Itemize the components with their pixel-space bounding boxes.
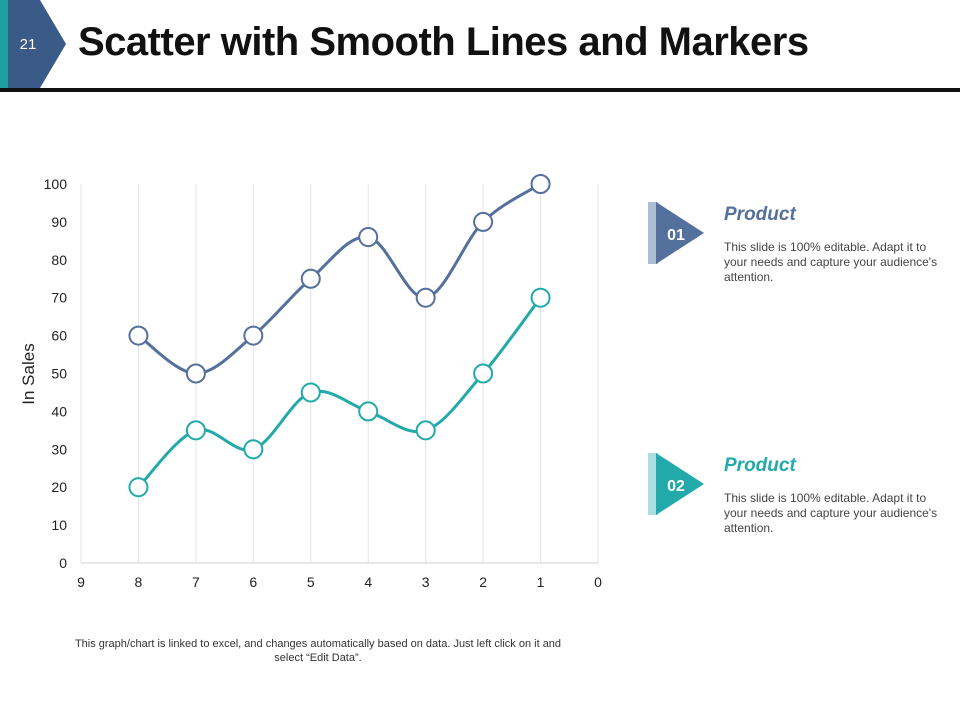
product-number-2: 02 <box>667 478 685 495</box>
product-description-2: This slide is 100% editable. Adapt it to… <box>724 491 938 535</box>
product-item-2: 02 Product This slide is 100% editable. … <box>648 451 948 571</box>
badge-shadow-2 <box>648 453 658 515</box>
series-1-point <box>185 363 206 384</box>
series-2-point <box>358 401 379 422</box>
x-tick-label: 4 <box>364 574 372 590</box>
product-name-2: Product <box>724 455 796 476</box>
x-tick-label: 2 <box>479 574 487 590</box>
slide-number-arrow <box>8 0 66 88</box>
x-tick-label: 7 <box>192 574 200 590</box>
series-2-point <box>243 439 264 460</box>
y-tick-label: 50 <box>51 366 67 382</box>
slide-number-shape: 21 <box>0 0 66 88</box>
product-number-1: 01 <box>667 227 685 244</box>
slide-number-badge: 21 <box>0 0 70 88</box>
series-2-point <box>185 420 206 441</box>
y-tick-label: 80 <box>51 252 67 268</box>
y-tick-label: 40 <box>51 403 67 419</box>
series-1-point <box>530 174 551 194</box>
product-name-1: Product <box>724 204 796 225</box>
series-line-2 <box>137 296 542 489</box>
y-tick-label: 100 <box>44 176 68 192</box>
y-tick-label: 70 <box>51 290 67 306</box>
series-2-point <box>415 420 436 441</box>
y-tick-label: 30 <box>51 441 67 457</box>
x-tick-label: 8 <box>135 574 143 590</box>
series-1-point <box>128 325 149 346</box>
series-1-point <box>473 211 494 232</box>
badge-arrow-2 <box>656 453 704 515</box>
series-1-point <box>243 325 264 346</box>
y-tick-label: 90 <box>51 214 67 230</box>
y-axis-label: In Sales <box>19 343 38 404</box>
series-1-point <box>300 268 321 289</box>
x-tick-label: 6 <box>249 574 257 590</box>
series-1-point <box>415 287 436 308</box>
product-badge-1: 01 <box>648 202 704 264</box>
page-title: Scatter with Smooth Lines and Markers <box>78 20 809 64</box>
chart-grid <box>80 184 599 564</box>
series-2-point <box>473 363 494 384</box>
x-tick-label: 9 <box>77 574 85 590</box>
badge-shadow-1 <box>648 202 658 264</box>
title-divider <box>0 88 960 92</box>
x-tick-label: 0 <box>594 574 602 590</box>
series-2-point <box>128 477 149 498</box>
product-item-1: 01 Product This slide is 100% editable. … <box>648 200 948 320</box>
x-tick-label: 1 <box>537 574 545 590</box>
product-description-1: This slide is 100% editable. Adapt it to… <box>724 240 938 284</box>
series-1-point <box>358 227 379 248</box>
badge-arrow-1 <box>656 202 704 264</box>
y-tick-label: 20 <box>51 479 67 495</box>
slide-number: 21 <box>20 36 37 53</box>
chart-series <box>128 174 551 498</box>
product-badge-2: 02 <box>648 453 704 515</box>
series-line-1 <box>137 182 542 376</box>
series-2-point <box>530 287 551 308</box>
y-tick-label: 0 <box>59 555 67 571</box>
x-tick-label: 3 <box>422 574 430 590</box>
y-tick-label: 60 <box>51 328 67 344</box>
series-2-point <box>300 382 321 403</box>
chart-note: This graph/chart is linked to excel, and… <box>74 638 562 664</box>
slide-number-teal-bar <box>0 0 8 88</box>
y-tick-label: 10 <box>51 517 67 533</box>
x-tick-label: 5 <box>307 574 315 590</box>
